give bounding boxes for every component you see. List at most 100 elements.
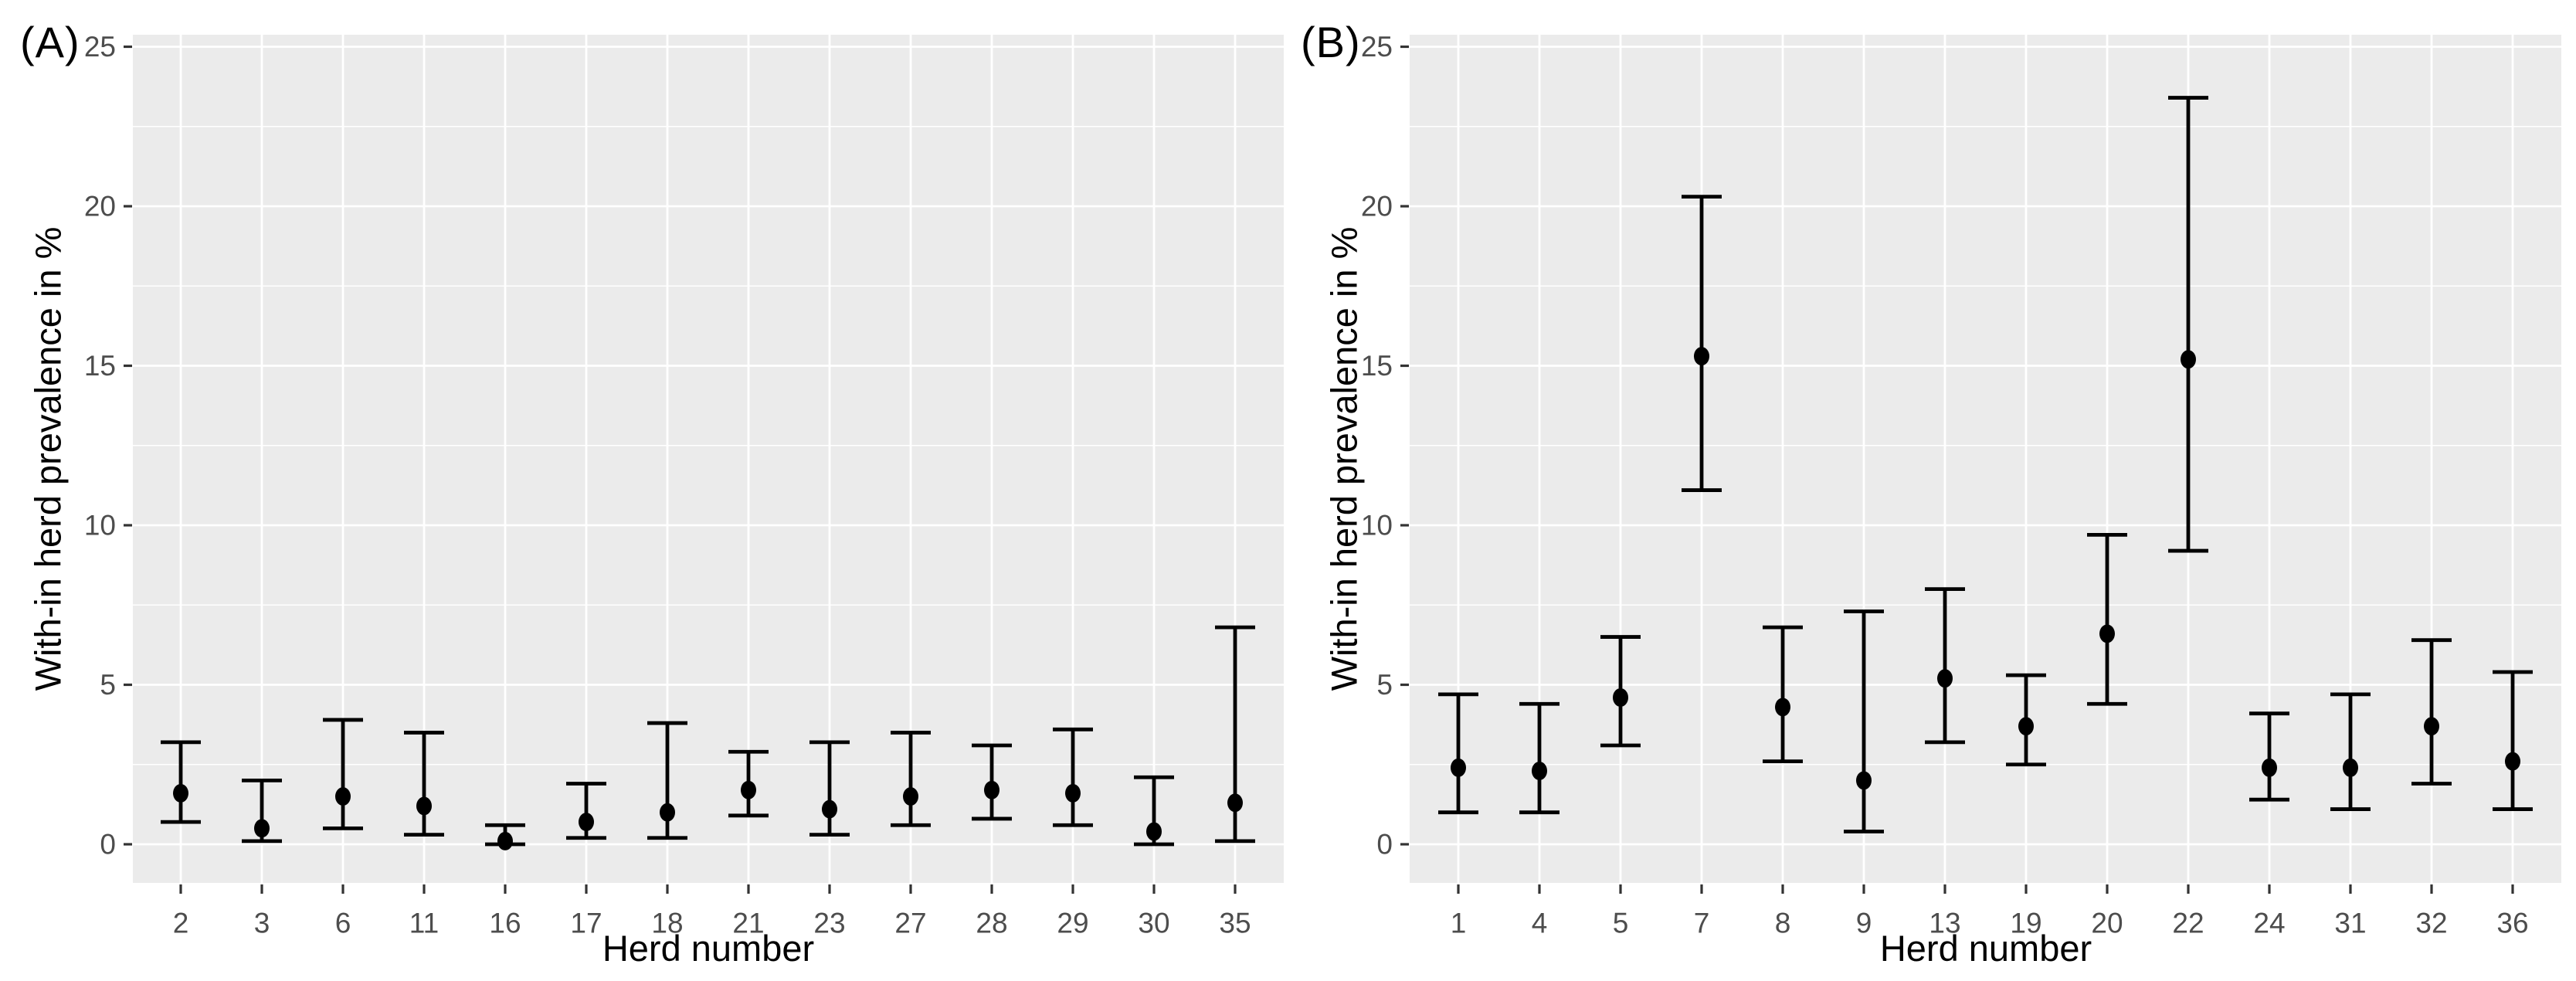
error-bar-herd-29 [1053, 727, 1093, 827]
panel-a-tag: (A) [20, 18, 80, 66]
point-estimate [1065, 783, 1081, 803]
point-estimate [1613, 688, 1628, 708]
point-estimate [579, 813, 594, 832]
x-tick-label: 11 [409, 907, 439, 939]
error-bar-herd-23 [809, 740, 850, 837]
x-tick-label: 32 [2415, 907, 2447, 939]
error-bar-herd-22 [2168, 96, 2208, 553]
panel-b-tag: (B) [1301, 18, 1361, 66]
error-bar-herd-27 [891, 731, 931, 827]
error-bar-herd-1 [1438, 692, 1478, 815]
error-bar-herd-11 [404, 731, 444, 837]
point-estimate [497, 831, 513, 850]
panel-a-x-axis-title: Herd number [602, 928, 815, 969]
error-bar-herd-2 [161, 740, 201, 824]
point-estimate [1937, 669, 1953, 688]
error-bar-herd-6 [323, 718, 363, 830]
y-tick-label: 20 [1361, 191, 1393, 222]
error-bar-herd-36 [2493, 670, 2533, 811]
point-estimate [1451, 758, 1466, 777]
point-estimate [173, 783, 188, 803]
x-tick-label: 36 [2496, 907, 2528, 939]
x-tick-label: 31 [2334, 907, 2366, 939]
x-tick-label: 2 [173, 907, 189, 939]
point-estimate [1146, 822, 1162, 841]
y-tick-label: 15 [84, 350, 116, 382]
point-estimate [2099, 624, 2115, 643]
y-tick-label: 25 [84, 31, 116, 63]
error-bar-herd-7 [1682, 195, 1722, 492]
point-estimate [2505, 752, 2520, 771]
y-tick-label: 5 [1376, 669, 1393, 701]
x-tick-label: 5 [1613, 907, 1629, 939]
error-bar-herd-19 [2006, 673, 2046, 767]
panel-b-y-axis-title: With-in herd prevalence in % [1323, 226, 1365, 691]
y-tick-label: 20 [84, 191, 116, 222]
panel-background [133, 35, 1284, 883]
panel-background [1410, 35, 2561, 883]
point-estimate [2018, 717, 2034, 736]
x-tick-label: 17 [570, 907, 602, 939]
x-tick-label: 30 [1138, 907, 1169, 939]
y-tick-label: 5 [100, 669, 116, 701]
point-estimate [416, 796, 432, 816]
error-bar-herd-24 [2249, 711, 2289, 802]
point-estimate [660, 803, 675, 822]
error-bar-herd-4 [1519, 701, 1560, 815]
error-bar-herd-3 [242, 779, 282, 844]
x-tick-label: 35 [1219, 907, 1251, 939]
panel-b: 0 5 10 15 20 25 1 4 5 7 8 9 13 19 20 22 24 31 32 36 (B) Wit… [1288, 0, 2576, 981]
point-estimate [741, 780, 756, 799]
point-estimate [1856, 771, 1872, 790]
x-tick-label: 4 [1532, 907, 1548, 939]
y-tick-label: 25 [1361, 31, 1393, 63]
x-tick-label: 7 [1694, 907, 1710, 939]
x-tick-label: 18 [651, 907, 683, 939]
point-estimate [1227, 793, 1243, 813]
y-tick-label: 15 [1361, 350, 1393, 382]
error-bar-herd-17 [566, 782, 606, 840]
error-bar-herd-5 [1600, 635, 1641, 748]
error-bar-herd-18 [647, 721, 687, 840]
point-estimate [1775, 698, 1790, 717]
error-bar-herd-9 [1844, 609, 1884, 833]
point-estimate [1532, 762, 1547, 781]
x-tick-label: 9 [1856, 907, 1872, 939]
error-bar-herd-13 [1925, 587, 1965, 745]
point-estimate [335, 787, 351, 806]
x-tick-label: 29 [1057, 907, 1088, 939]
error-bar-herd-35 [1215, 625, 1255, 844]
x-tick-label: 1 [1451, 907, 1467, 939]
error-bar-herd-31 [2330, 692, 2371, 811]
y-tick-label: 0 [100, 829, 116, 860]
panel-a-y-axis-title: With-in herd prevalence in % [27, 226, 69, 691]
error-bar-herd-20 [2087, 532, 2127, 706]
x-tick-label: 3 [254, 907, 270, 939]
panel-b-plot: 0 5 10 15 20 25 1 4 5 7 8 9 13 19 20 22 24 31 32 36 [1361, 31, 2561, 939]
y-tick-label: 0 [1376, 829, 1393, 860]
point-estimate [903, 787, 918, 806]
y-tick-label: 10 [1361, 510, 1393, 541]
point-estimate [2262, 758, 2277, 777]
panel-b-x-axis-title: Herd number [1879, 928, 2092, 969]
x-tick-label: 13 [1929, 907, 1960, 939]
point-estimate [2343, 758, 2358, 777]
x-tick-label: 8 [1775, 907, 1791, 939]
error-bar-herd-16 [485, 823, 525, 850]
x-tick-label: 27 [894, 907, 926, 939]
error-bar-herd-8 [1763, 625, 1803, 764]
x-tick-label: 20 [2091, 907, 2123, 939]
x-tick-label: 21 [732, 907, 764, 939]
point-estimate [254, 819, 270, 838]
error-bar-herd-30 [1134, 775, 1174, 847]
point-estimate [822, 799, 837, 819]
point-estimate [2181, 350, 2196, 369]
error-bar-herd-21 [728, 749, 769, 818]
error-bar-herd-32 [2411, 638, 2452, 786]
x-tick-label: 16 [489, 907, 521, 939]
y-tick-label: 10 [84, 510, 116, 541]
x-tick-label: 6 [335, 907, 351, 939]
point-estimate [2424, 717, 2439, 736]
